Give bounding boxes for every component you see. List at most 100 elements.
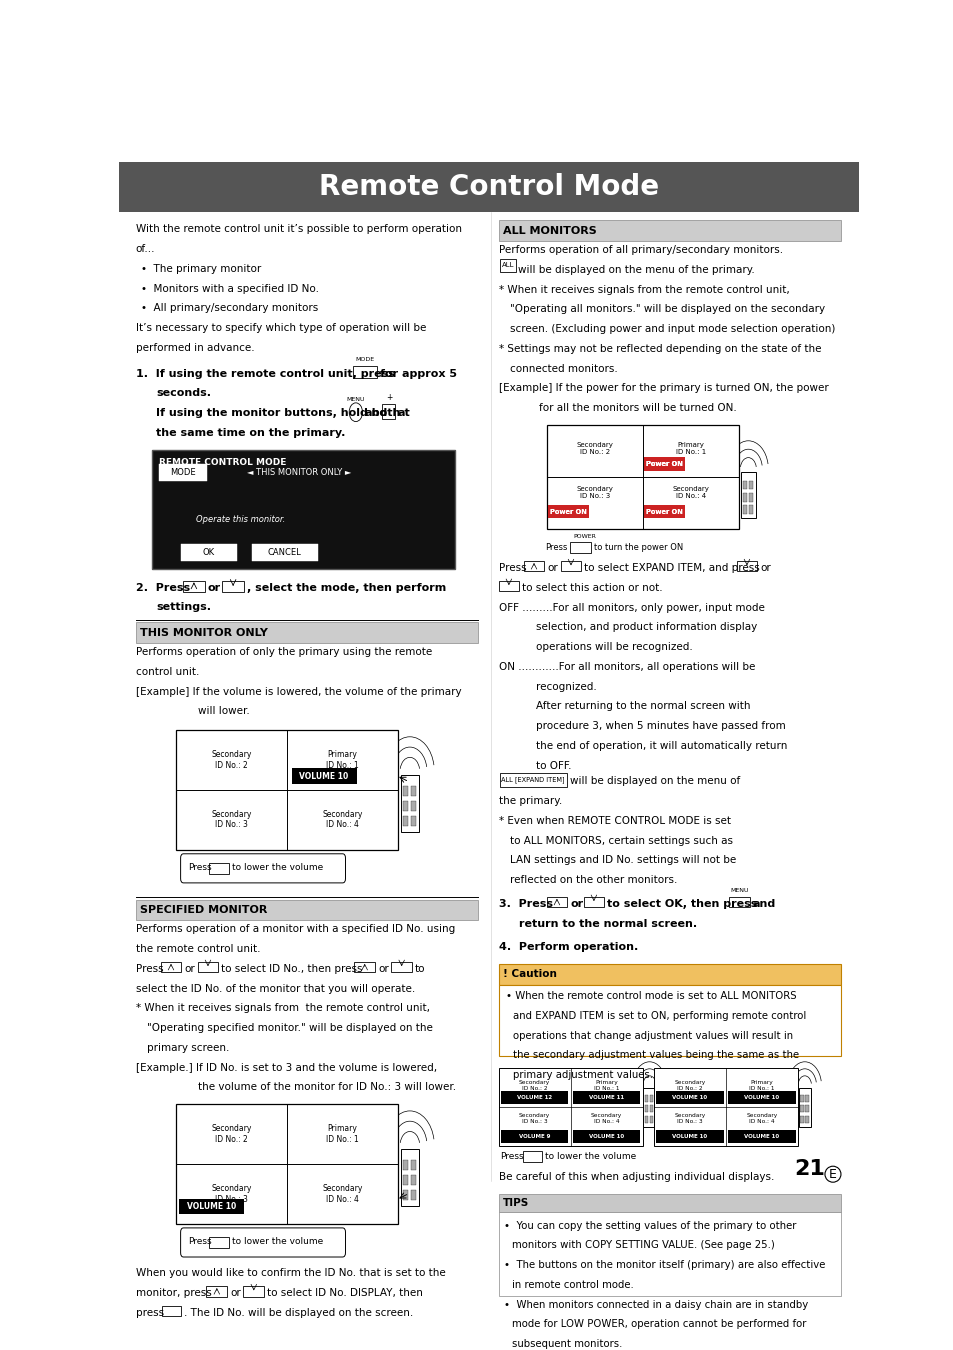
Text: Power ON: Power ON xyxy=(645,460,682,467)
Text: Power ON: Power ON xyxy=(646,509,682,514)
Text: •  The primary monitor: • The primary monitor xyxy=(141,263,261,274)
Text: the volume of the monitor for ID No.: 3 will lower.: the volume of the monitor for ID No.: 3 … xyxy=(198,1083,456,1092)
Text: to lower the volume: to lower the volume xyxy=(544,1152,636,1161)
Text: for approx 5: for approx 5 xyxy=(380,369,456,378)
FancyBboxPatch shape xyxy=(176,1104,397,1223)
FancyBboxPatch shape xyxy=(644,1095,648,1103)
Text: Secondary
ID No.: 3: Secondary ID No.: 3 xyxy=(212,810,252,829)
FancyBboxPatch shape xyxy=(742,493,746,502)
Text: Secondary
ID No.: 3: Secondary ID No.: 3 xyxy=(518,1114,550,1125)
Text: LAN settings and ID No. settings will not be: LAN settings and ID No. settings will no… xyxy=(510,856,736,865)
FancyBboxPatch shape xyxy=(498,986,840,1056)
Text: Secondary
ID No.: 4: Secondary ID No.: 4 xyxy=(322,810,362,829)
FancyBboxPatch shape xyxy=(403,1160,408,1170)
FancyBboxPatch shape xyxy=(727,1130,795,1143)
FancyBboxPatch shape xyxy=(800,1095,802,1103)
Text: After returning to the normal screen with: After returning to the normal screen wit… xyxy=(535,702,749,711)
FancyBboxPatch shape xyxy=(643,458,683,471)
Text: the remote control unit.: the remote control unit. xyxy=(135,944,260,954)
Text: •  You can copy the setting values of the primary to other: • You can copy the setting values of the… xyxy=(504,1220,796,1231)
Text: will be displayed on the menu of: will be displayed on the menu of xyxy=(569,776,739,787)
FancyBboxPatch shape xyxy=(210,1237,229,1247)
FancyBboxPatch shape xyxy=(210,863,229,873)
Text: Power ON: Power ON xyxy=(549,509,586,514)
FancyBboxPatch shape xyxy=(411,801,416,811)
FancyBboxPatch shape xyxy=(798,1088,810,1126)
Text: Secondary
ID No.: 4: Secondary ID No.: 4 xyxy=(745,1114,777,1125)
FancyBboxPatch shape xyxy=(354,963,375,972)
Text: VOLUME 10: VOLUME 10 xyxy=(672,1134,707,1139)
Text: If using the monitor buttons, hold both: If using the monitor buttons, hold both xyxy=(156,408,400,418)
FancyBboxPatch shape xyxy=(560,562,580,571)
Text: 3.  Press: 3. Press xyxy=(498,899,552,909)
Text: operations that change adjustment values will result in: operations that change adjustment values… xyxy=(513,1030,793,1041)
Text: • When the remote control mode is set to ALL MONITORS: • When the remote control mode is set to… xyxy=(505,991,796,1002)
Text: •  The buttons on the monitor itself (primary) are also effective: • The buttons on the monitor itself (pri… xyxy=(504,1261,825,1270)
FancyBboxPatch shape xyxy=(740,471,755,518)
Text: will be displayed on the menu of the primary.: will be displayed on the menu of the pri… xyxy=(518,265,755,275)
Text: Secondary
ID No.: 4: Secondary ID No.: 4 xyxy=(591,1114,621,1125)
Text: or: or xyxy=(377,964,389,973)
Text: Power ON: Power ON xyxy=(645,509,682,514)
Text: •  Monitors with a specified ID No.: • Monitors with a specified ID No. xyxy=(141,284,319,293)
Text: CANCEL: CANCEL xyxy=(268,548,301,558)
FancyBboxPatch shape xyxy=(800,1115,802,1123)
Text: "Operating all monitors." will be displayed on the secondary: "Operating all monitors." will be displa… xyxy=(510,304,824,315)
FancyBboxPatch shape xyxy=(727,1091,795,1104)
Text: •  When monitors connected in a daisy chain are in standby: • When monitors connected in a daisy cha… xyxy=(504,1300,808,1310)
FancyBboxPatch shape xyxy=(548,505,588,518)
Text: Secondary
ID No.: 4: Secondary ID No.: 4 xyxy=(322,1184,362,1204)
FancyBboxPatch shape xyxy=(181,544,236,560)
FancyBboxPatch shape xyxy=(649,1095,653,1103)
FancyBboxPatch shape xyxy=(546,425,738,529)
Text: ◄ THIS MONITOR ONLY ►: ◄ THIS MONITOR ONLY ► xyxy=(247,468,352,477)
FancyBboxPatch shape xyxy=(353,366,376,378)
Text: operations will be recognized.: operations will be recognized. xyxy=(535,643,692,652)
Text: Performs operation of only the primary using the remote: Performs operation of only the primary u… xyxy=(135,647,432,657)
FancyBboxPatch shape xyxy=(748,505,752,514)
Text: Primary
ID No.: 1: Primary ID No.: 1 xyxy=(748,1080,774,1091)
FancyBboxPatch shape xyxy=(644,458,684,471)
Text: primary adjustment values.: primary adjustment values. xyxy=(513,1071,653,1080)
Text: THIS MONITOR ONLY: THIS MONITOR ONLY xyxy=(140,628,268,637)
Text: to ALL MONITORS, certain settings such as: to ALL MONITORS, certain settings such a… xyxy=(510,836,733,845)
Text: OK: OK xyxy=(202,548,214,558)
FancyBboxPatch shape xyxy=(243,1287,264,1296)
FancyBboxPatch shape xyxy=(499,259,516,273)
Text: Operate this monitor.: Operate this monitor. xyxy=(196,514,285,524)
FancyBboxPatch shape xyxy=(160,963,181,972)
Text: to select ID No. DISPLAY, then: to select ID No. DISPLAY, then xyxy=(267,1288,422,1299)
Text: to turn the power ON: to turn the power ON xyxy=(594,543,682,552)
FancyBboxPatch shape xyxy=(742,481,746,490)
Text: POWER: POWER xyxy=(573,535,596,539)
Text: VOLUME 12: VOLUME 12 xyxy=(517,1095,552,1100)
FancyBboxPatch shape xyxy=(411,786,416,796)
FancyBboxPatch shape xyxy=(180,853,345,883)
Text: It’s necessary to specify which type of operation will be: It’s necessary to specify which type of … xyxy=(135,323,425,333)
Text: ON ............For all monitors, all operations will be: ON ............For all monitors, all ope… xyxy=(498,662,754,672)
FancyBboxPatch shape xyxy=(391,963,412,972)
FancyBboxPatch shape xyxy=(222,580,244,591)
Text: connected monitors.: connected monitors. xyxy=(510,363,618,374)
Text: "Operating specified monitor." will be displayed on the: "Operating specified monitor." will be d… xyxy=(147,1023,433,1033)
FancyBboxPatch shape xyxy=(498,1068,642,1146)
FancyBboxPatch shape xyxy=(498,1212,840,1296)
Text: select the ID No. of the monitor that you will operate.: select the ID No. of the monitor that yo… xyxy=(135,984,415,994)
FancyBboxPatch shape xyxy=(572,1130,639,1143)
Text: or: or xyxy=(547,563,558,574)
Text: Power ON: Power ON xyxy=(550,509,587,514)
Text: procedure 3, when 5 minutes have passed from: procedure 3, when 5 minutes have passed … xyxy=(535,721,784,732)
FancyBboxPatch shape xyxy=(547,505,587,518)
Text: Secondary
ID No.: 2: Secondary ID No.: 2 xyxy=(518,1080,550,1091)
Text: or: or xyxy=(760,563,770,574)
Text: Be careful of this when adjusting individual displays.: Be careful of this when adjusting indivi… xyxy=(498,1172,773,1183)
Text: Power ON: Power ON xyxy=(646,460,682,467)
Text: When you would like to confirm the ID No. that is set to the: When you would like to confirm the ID No… xyxy=(135,1269,445,1278)
Text: settings.: settings. xyxy=(156,602,211,613)
FancyBboxPatch shape xyxy=(499,774,566,787)
FancyBboxPatch shape xyxy=(403,815,408,826)
FancyBboxPatch shape xyxy=(411,1189,416,1200)
FancyBboxPatch shape xyxy=(642,1088,655,1126)
FancyBboxPatch shape xyxy=(570,543,590,552)
Text: return to the normal screen.: return to the normal screen. xyxy=(518,918,697,929)
